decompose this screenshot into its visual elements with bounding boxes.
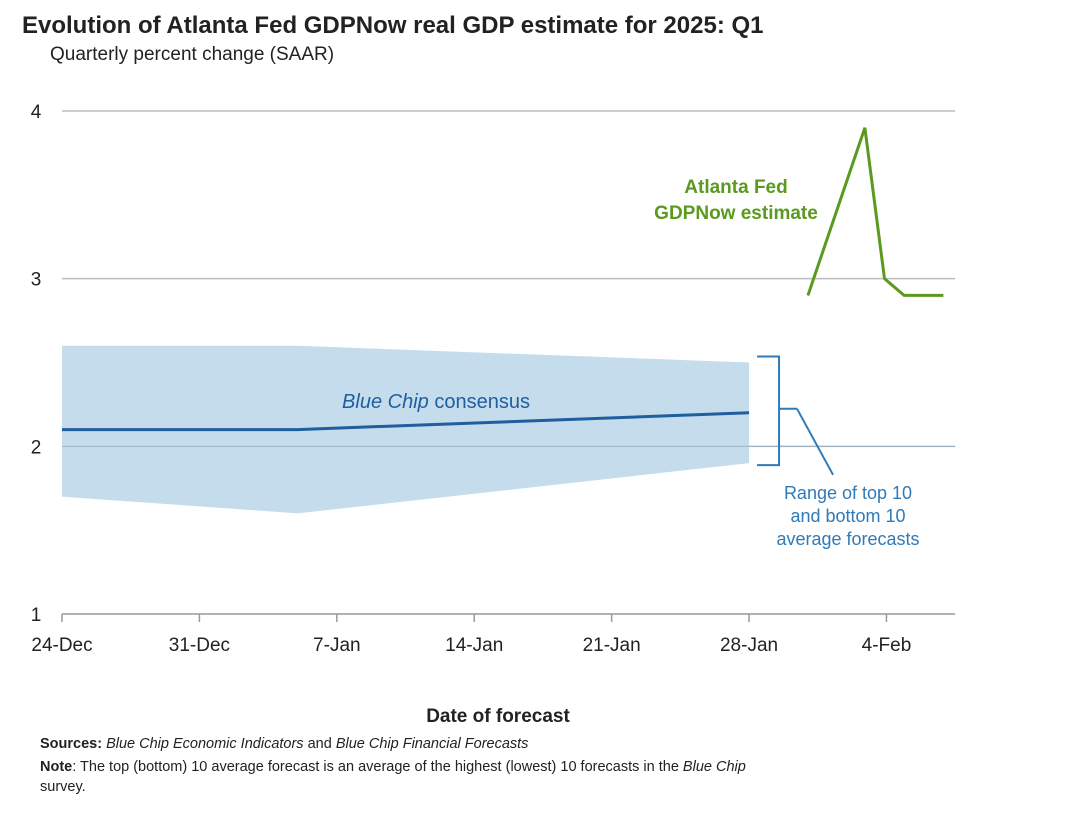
chart-subtitle: Quarterly percent change (SAAR) — [50, 44, 335, 65]
gdpnow-label-line: Atlanta Fed — [684, 177, 787, 198]
x-tick-label: 31-Dec — [169, 635, 230, 656]
y-tick-label: 3 — [31, 270, 42, 291]
note-italic: Blue Chip — [682, 759, 746, 775]
y-tick-label: 2 — [31, 437, 42, 458]
range-leader-line — [796, 408, 834, 476]
range-label-line: Range of top 10 — [784, 483, 912, 503]
consensus-label: Blue Chip consensus — [342, 391, 530, 413]
gdpnow-label-line: GDPNow estimate — [654, 203, 818, 224]
method-note: Note: The top (bottom) 10 average foreca… — [40, 759, 746, 775]
note-text: : The top (bottom) 10 average forecast i… — [72, 759, 683, 775]
x-tick-label: 21-Jan — [583, 635, 641, 656]
x-tick-label: 7-Jan — [313, 635, 361, 656]
sources-and: and — [303, 736, 336, 752]
x-tick-label: 14-Jan — [445, 635, 503, 656]
x-tick-label: 24-Dec — [31, 635, 92, 656]
note-label: Note — [40, 759, 73, 775]
x-axis-title: Date of forecast — [426, 706, 570, 727]
y-tick-label: 1 — [31, 605, 42, 626]
range-band — [62, 345, 750, 514]
sources-label: Sources: — [40, 736, 103, 752]
y-tick-label: 4 — [31, 102, 42, 123]
consensus-label-rest: consensus — [429, 391, 530, 413]
annotations: Atlanta Fed GDPNow estimate Blue Chip cons… — [342, 177, 919, 549]
range-bracket — [757, 355, 798, 467]
gdpnow-line — [806, 127, 944, 297]
series-layer — [62, 127, 944, 432]
x-tick-label: 28-Jan — [720, 635, 778, 656]
range-band-layer — [62, 345, 956, 514]
range-label-line: average forecasts — [776, 529, 919, 549]
chart-title: Evolution of Atlanta Fed GDPNow real GDP… — [22, 12, 764, 39]
consensus-label-italic: Blue Chip — [342, 391, 429, 413]
consensus-line — [62, 411, 750, 432]
sources-title-1: Blue Chip Economic Indicators — [106, 736, 304, 752]
axes: 1 2 3 4 24-Dec 31-Dec 7-Jan 14-Jan 21-Jan 28-Jan 4… — [31, 102, 956, 727]
method-note-cont: survey. — [40, 779, 86, 795]
x-tick-label: 4-Feb — [862, 635, 912, 656]
sources-note: Sources: Blue Chip Economic Indicators a… — [40, 736, 528, 752]
sources-title-2: Blue Chip Financial Forecasts — [335, 736, 529, 752]
range-label-line: and bottom 10 — [790, 506, 905, 526]
